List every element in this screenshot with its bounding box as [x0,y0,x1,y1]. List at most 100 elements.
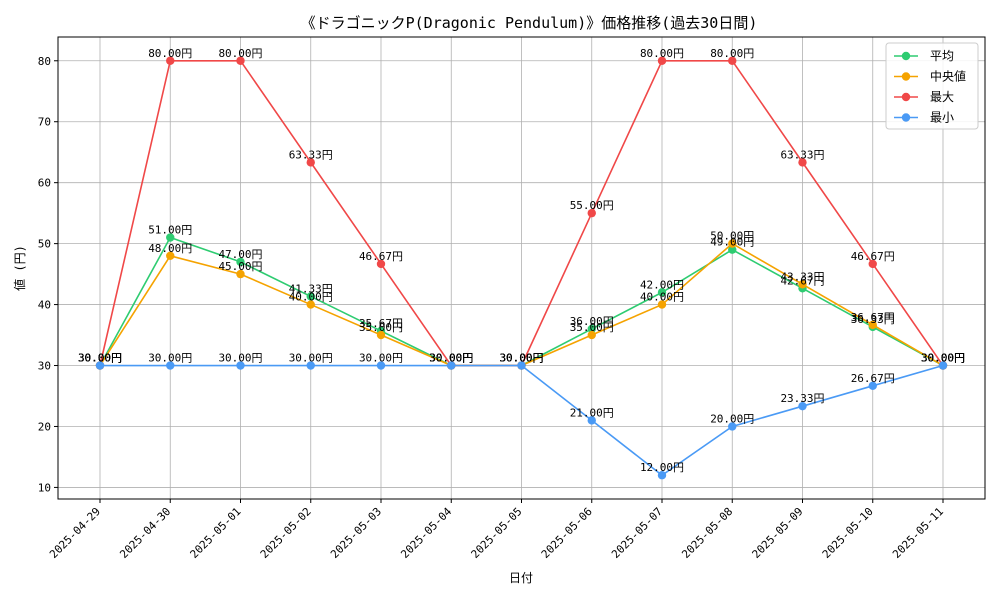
data-point [728,56,737,65]
y-tick-label: 60 [38,177,51,190]
x-tick-label: 2025-05-06 [539,505,595,561]
data-label: 36.00円 [570,315,614,328]
data-point [376,259,386,269]
data-label: 47.00円 [218,248,262,261]
data-label: 46.67円 [359,250,403,263]
data-point [166,56,175,65]
data-label: 35.67円 [359,317,403,330]
data-label: 21.00円 [570,406,614,419]
data-label: 20.00円 [710,412,754,425]
data-point [306,361,315,370]
data-label: 30.00円 [289,352,333,365]
data-point [728,422,737,431]
data-label: 63.33円 [289,148,333,161]
data-label: 40.00円 [640,291,684,304]
data-label: 41.33円 [289,282,333,295]
data-label: 23.33円 [780,392,824,405]
data-point [798,158,807,167]
legend-label: 最小 [930,111,954,125]
data-label: 30.00円 [78,352,122,365]
legend-label: 最大 [930,90,954,104]
legend-label: 平均 [930,49,954,63]
x-tick-label: 2025-05-05 [469,505,525,561]
data-label: 35.00円 [359,321,403,334]
legend-item: 中央値 [894,69,966,84]
data-point [166,251,175,261]
data-point [728,245,737,254]
chart-title: 《ドラゴニックP(Dragonic Pendulum)》価格推移(過去30日間) [301,14,758,32]
data-point [938,361,948,370]
y-tick-label: 40 [38,299,51,312]
data-label: 80.00円 [640,47,684,60]
data-label: 30.00円 [499,352,543,365]
series-4 [95,361,948,480]
y-tick-label: 10 [38,481,51,494]
x-tick-label: 2025-04-29 [47,505,103,561]
data-point [657,471,667,480]
x-tick-label: 2025-05-09 [750,505,806,561]
data-point [95,361,105,370]
data-label: 36.67円 [851,311,895,324]
x-tick-label: 2025-05-11 [890,505,946,561]
data-point [236,56,245,65]
y-tick-label: 20 [38,420,51,433]
data-label: 30.00円 [499,352,543,365]
data-label: 30.00円 [429,352,473,365]
data-point [166,361,175,370]
data-point [798,280,807,289]
data-point [587,330,596,340]
data-point [587,416,596,425]
data-label: 40.00円 [289,291,333,304]
data-point [868,320,877,330]
data-label: 30.00円 [78,352,122,365]
data-point [166,233,175,242]
data-label: 30.00円 [921,352,965,365]
y-tick-label: 80 [38,55,51,68]
y-axis-label: 値 (円) [12,245,27,291]
data-label: 55.00円 [570,199,614,212]
data-point [868,259,877,269]
legend-marker [901,51,911,61]
data-point [798,401,807,411]
y-axis: 10 20 30 40 50 60 70 80 [38,55,58,494]
data-label: 30.00円 [921,352,965,365]
data-label: 30.00円 [218,352,262,365]
data-label: 30.00円 [78,352,122,365]
x-tick-label: 2025-05-04 [398,505,454,561]
legend-marker [901,92,911,102]
data-label: 80.00円 [218,47,262,60]
data-label: 80.00円 [710,47,754,60]
x-tick-label: 2025-05-01 [188,505,244,561]
x-tick-label: 2025-04-30 [117,505,173,561]
legend-label: 中央値 [930,69,966,84]
legend-item: 最大 [894,90,954,104]
legend-item: 最小 [894,111,954,125]
data-label: 51.00円 [148,224,192,237]
data-point [587,208,596,218]
data-point [306,292,315,301]
data-label: 30.00円 [78,352,122,365]
data-point [447,361,456,370]
data-label: 45.00円 [218,260,262,273]
x-tick-label: 2025-05-02 [258,505,314,561]
data-label: 36.33円 [851,313,895,326]
data-point [657,300,667,309]
data-label: 49.00円 [710,236,754,249]
data-label: 30.00円 [921,352,965,365]
data-point [587,324,596,334]
data-label: 30.00円 [499,352,543,365]
data-labels: 30.00円 51.00円 47.00円 41.33円 35.67円 30.00円 30.0… [78,47,965,474]
data-label: 63.33円 [780,148,824,161]
data-point [306,300,315,309]
x-axis-label: 日付 [509,571,533,585]
data-point [236,257,245,267]
data-label: 30.00円 [429,352,473,365]
x-axis: 2025-04-29 2025-04-30 2025-05-01 2025-05-02… [47,499,946,561]
data-point [728,239,737,248]
legend-marker [901,72,911,81]
data-point [868,381,877,391]
data-label: 30.00円 [499,352,543,365]
data-label: 43.33円 [780,270,824,283]
